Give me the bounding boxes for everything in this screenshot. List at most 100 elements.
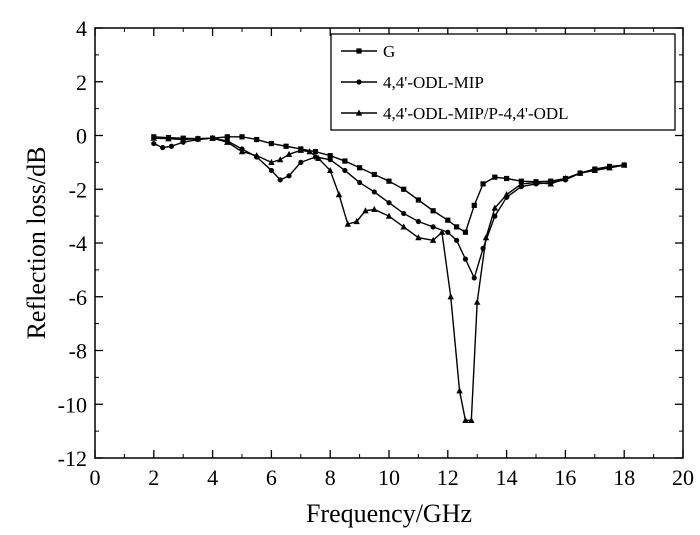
series-3-point: [371, 205, 378, 213]
series-3-point: [429, 236, 437, 243]
series-line-2: [153, 137, 625, 279]
series-2-point: [415, 218, 421, 225]
series-3: [150, 134, 628, 423]
series-1-point: [480, 181, 486, 187]
series-3-point: [503, 191, 510, 198]
series-3-point: [268, 158, 275, 165]
x-tick-label: 10: [378, 465, 400, 490]
series-2-point: [160, 144, 166, 151]
series-3-point: [353, 218, 360, 225]
series-1-point: [239, 134, 245, 140]
series-3-point: [606, 164, 613, 171]
series-2-point: [471, 275, 477, 281]
series-2: [151, 135, 627, 281]
series-2-point: [357, 179, 363, 186]
series-3-point: [385, 212, 393, 219]
series-1-point: [454, 224, 460, 230]
series-3-point: [518, 180, 525, 187]
series-1-point: [224, 134, 230, 140]
series-3-point: [297, 146, 304, 153]
series-1-point: [492, 174, 498, 180]
x-tick-label: 14: [496, 465, 518, 490]
series-3-point: [327, 166, 334, 174]
series-3-point: [335, 191, 343, 198]
series-2-point: [298, 159, 304, 165]
x-tick-label: 12: [437, 465, 459, 490]
series-2-point: [268, 167, 274, 174]
legend-marker-1: [356, 48, 362, 54]
y-tick-label: -2: [69, 177, 87, 202]
x-tick-label: 0: [90, 465, 101, 490]
series-1-point: [268, 140, 274, 147]
y-tick-label: -6: [69, 285, 87, 310]
series-1-point: [471, 202, 477, 208]
series-3-point: [180, 136, 187, 143]
y-tick-label: 0: [76, 124, 87, 149]
x-tick-label: 6: [266, 465, 277, 490]
series-2-point: [151, 140, 157, 147]
series-3-point: [462, 416, 469, 423]
series-2-point: [277, 177, 283, 183]
y-tick-label: -4: [69, 231, 87, 256]
series-3-point: [253, 152, 260, 159]
x-tick-label: 18: [613, 465, 635, 490]
series-3-point: [447, 293, 454, 300]
series-2-point: [430, 224, 436, 230]
series-1-point: [401, 186, 407, 192]
series-3-point: [362, 207, 369, 214]
series-2-point: [386, 200, 392, 206]
series-1-point: [462, 229, 469, 235]
series-3-point: [474, 298, 481, 305]
legend-label-3: 4,4'-ODL-MIP/P-4,4'-ODL: [383, 104, 569, 123]
y-tick-label: -8: [69, 339, 87, 364]
series-3-point: [344, 220, 352, 227]
series-3-point: [576, 169, 584, 176]
series-3-point: [562, 175, 569, 182]
series-1-point: [327, 153, 333, 159]
series-2-point: [401, 210, 407, 217]
x-tick-label: 8: [325, 465, 336, 490]
series-3-point: [456, 387, 463, 394]
series-1-point: [312, 149, 319, 155]
series-3-point: [315, 154, 322, 161]
series-3-point: [285, 150, 293, 157]
series-1-point: [430, 208, 436, 214]
legend-box: [330, 33, 676, 131]
x-axis-title: Frequency/GHz: [306, 499, 472, 528]
y-tick-label: 4: [76, 16, 87, 41]
x-tick-label: 4: [207, 465, 218, 490]
x-tick-label: 2: [148, 465, 159, 490]
x-tick-label: 16: [554, 465, 576, 490]
series-3-point: [165, 135, 172, 142]
series-1-point: [504, 175, 510, 182]
series-3-point: [415, 234, 422, 241]
series-1-point: [254, 136, 260, 143]
x-tick-label: 20: [672, 465, 694, 490]
series-2-point: [168, 143, 175, 149]
series-3-point: [438, 228, 446, 235]
y-tick-label: -12: [58, 446, 87, 471]
series-3-point: [194, 135, 202, 142]
y-tick-label: -10: [58, 392, 87, 417]
series-2-point: [342, 167, 348, 174]
legend-label-1: G: [383, 42, 395, 61]
series-2-point: [454, 237, 460, 243]
series-3-point: [238, 148, 246, 155]
series-3-point: [621, 161, 628, 168]
series-3-point: [468, 416, 475, 423]
series-3-point: [591, 166, 598, 174]
series-1-point: [283, 143, 289, 149]
series-2-point: [445, 229, 451, 235]
series-3-point: [482, 234, 490, 241]
series-2-point: [371, 189, 377, 195]
series-1-point: [445, 217, 451, 223]
series-3-point: [491, 204, 499, 211]
series-1-point: [371, 171, 377, 178]
legend-marker-3: [355, 109, 363, 116]
series-2-point: [327, 157, 333, 163]
legend-marker-2: [356, 79, 362, 85]
series-3-point: [400, 223, 407, 230]
series-3-point: [277, 156, 284, 163]
